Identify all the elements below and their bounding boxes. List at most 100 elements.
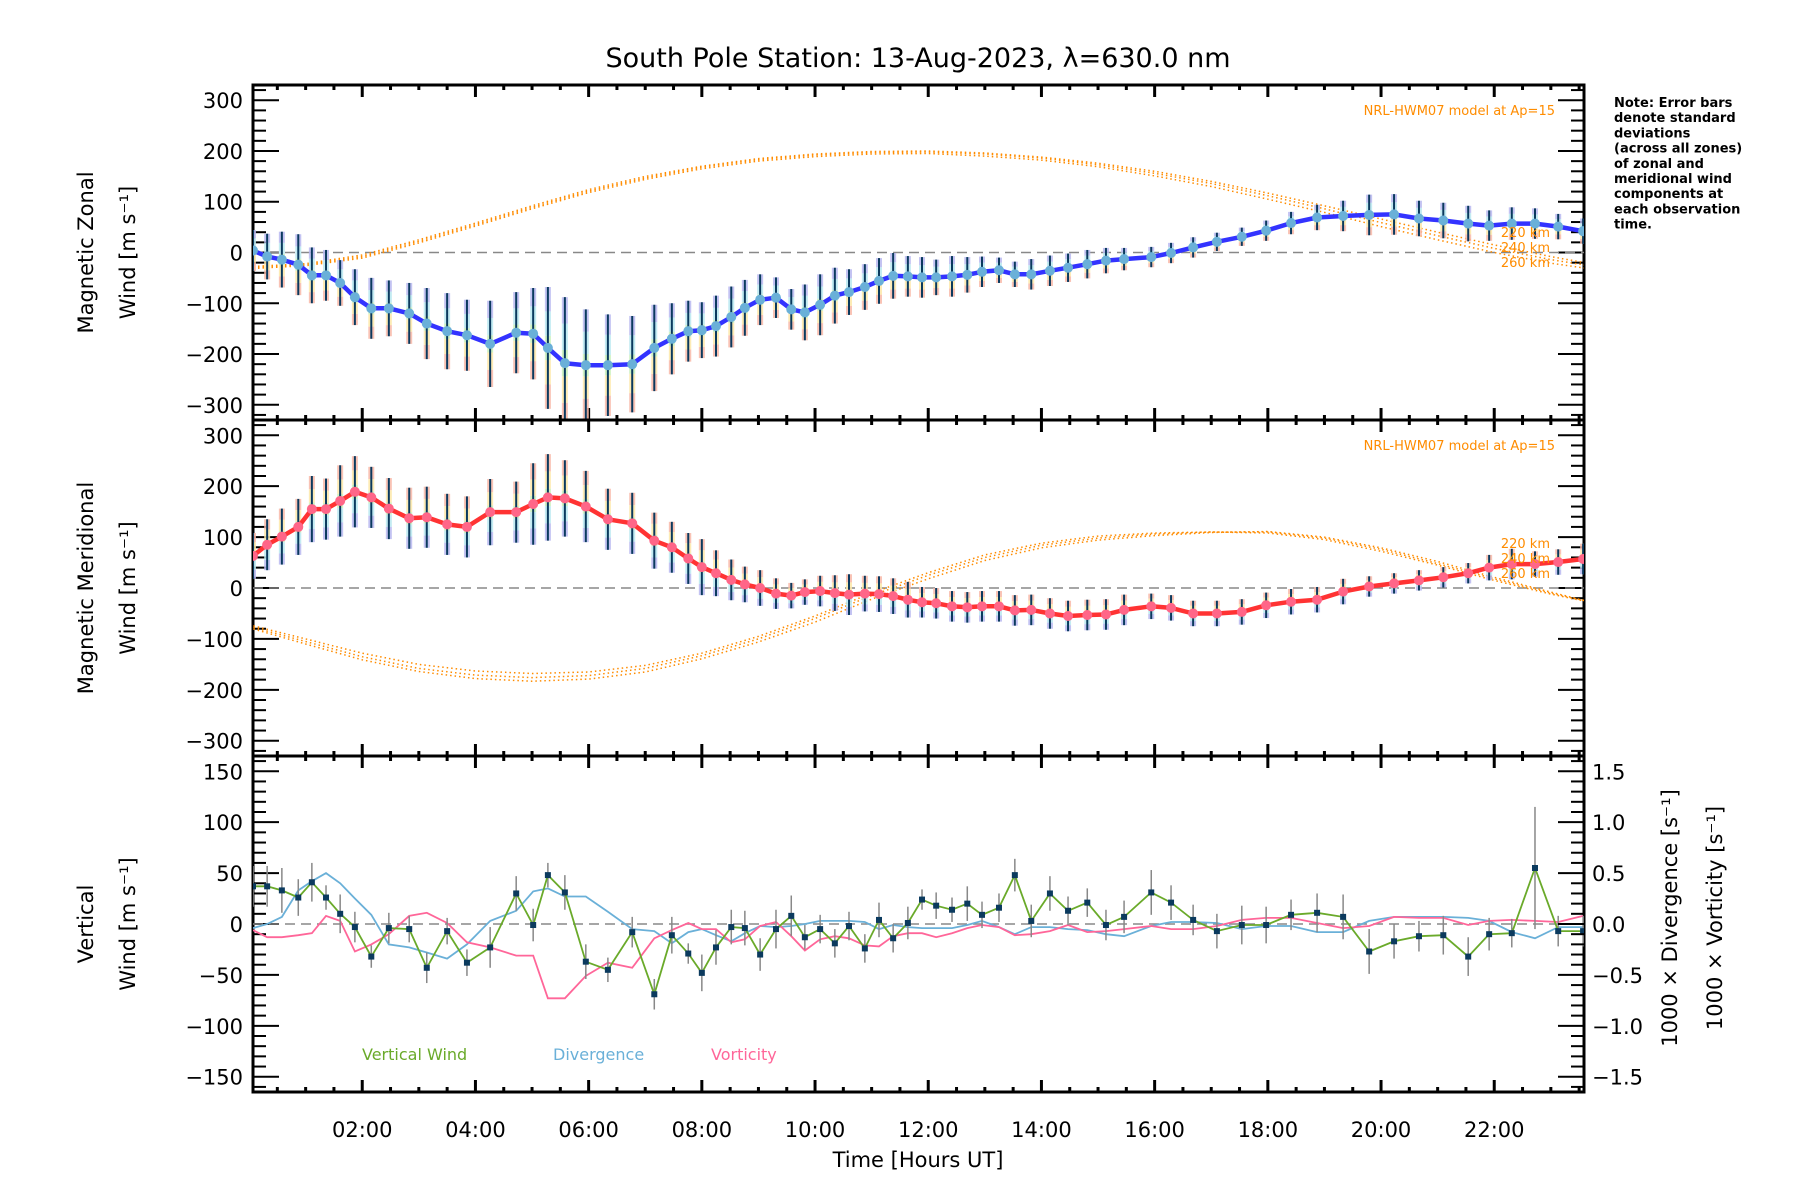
- zone-band: [1580, 238, 1584, 244]
- y-tick-label: 200: [203, 140, 243, 164]
- data-point: [404, 513, 415, 524]
- vertical-wind-point: [1148, 889, 1155, 896]
- x-tick-label: 12:00: [898, 1118, 959, 1142]
- data-point: [1211, 608, 1222, 619]
- data-point: [873, 589, 884, 600]
- data-point: [683, 553, 694, 564]
- vertical-wind-point: [1486, 931, 1493, 938]
- y2-tick-label: 0.5: [1592, 862, 1625, 886]
- data-point: [649, 535, 660, 546]
- data-point: [1261, 600, 1272, 611]
- vertical-wind-point: [295, 894, 302, 901]
- model-curve-260km: [253, 152, 1584, 270]
- vertical-wind-point: [845, 923, 852, 930]
- data-point: [1506, 559, 1517, 570]
- zone-band: [1580, 218, 1584, 224]
- zone-band: [253, 560, 256, 570]
- data-point: [366, 303, 377, 314]
- y-tick-label: 100: [203, 811, 243, 835]
- y2-tick-label: −1.0: [1592, 1015, 1643, 1039]
- vertical-wind-point: [904, 919, 911, 926]
- y-tick-label: 50: [216, 862, 243, 886]
- zone-band: [1580, 233, 1584, 239]
- data-point: [977, 601, 988, 612]
- vertical-wind-point: [772, 926, 779, 933]
- y-tick-label: 0: [230, 913, 243, 937]
- data-point: [1236, 231, 1247, 242]
- vertical-wind-point: [351, 924, 358, 931]
- data-point: [1100, 609, 1111, 620]
- data-point: [1553, 221, 1564, 232]
- series-line: [253, 489, 1584, 619]
- data-point: [559, 493, 570, 504]
- vertical-wind-point: [979, 911, 986, 918]
- note-line: components at: [1614, 187, 1723, 202]
- data-point: [1082, 609, 1093, 620]
- y-tick-label: 0: [230, 242, 243, 266]
- x-tick-label: 10:00: [785, 1118, 846, 1142]
- data-point: [366, 492, 377, 503]
- vertical-wind-point: [308, 879, 315, 886]
- model-altitude-label: 220 km: [1501, 226, 1550, 241]
- y-tick-label: 0: [230, 577, 243, 601]
- vertical-wind-point: [1238, 922, 1245, 929]
- data-point: [799, 307, 810, 318]
- data-point: [461, 521, 472, 532]
- vertical-wind-point: [385, 925, 392, 932]
- data-point: [739, 302, 750, 313]
- y-tick-label: −300: [185, 394, 243, 418]
- data-point: [485, 507, 496, 518]
- note-line: meridional wind: [1614, 172, 1732, 187]
- data-point: [511, 327, 522, 338]
- data-point: [262, 251, 273, 262]
- data-point: [383, 303, 394, 314]
- x-tick-label: 02:00: [332, 1118, 393, 1142]
- note-line: deviations: [1614, 126, 1691, 141]
- data-point: [1578, 226, 1584, 237]
- data-point: [1009, 605, 1020, 616]
- data-point: [1389, 209, 1400, 220]
- data-point: [1063, 262, 1074, 273]
- model-altitude-label: 260 km: [1501, 567, 1550, 582]
- data-point: [293, 259, 304, 270]
- zone-band: [253, 262, 256, 271]
- model-curve-220km: [253, 150, 1584, 268]
- vertical-wind-point: [1508, 930, 1515, 937]
- data-point: [1312, 594, 1323, 605]
- data-point: [421, 318, 432, 329]
- vertical-wind-line: [253, 865, 1584, 998]
- vertical-wind-point: [530, 922, 537, 929]
- y2-axis-title-divergence: 1000 × Divergence [s⁻¹]: [1658, 789, 1682, 1047]
- y-axis-title: Magnetic Zonal: [74, 171, 98, 333]
- x-tick-label: 06:00: [558, 1118, 619, 1142]
- x-axis-title: Time [Hours UT]: [832, 1148, 1004, 1172]
- data-point: [1413, 575, 1424, 586]
- x-tick-label: 04:00: [445, 1118, 506, 1142]
- data-point: [293, 521, 304, 532]
- data-point: [1506, 218, 1517, 229]
- data-point: [542, 492, 553, 503]
- data-point: [739, 579, 750, 590]
- vertical-wind-point: [1084, 899, 1091, 906]
- data-point: [888, 591, 899, 602]
- data-point: [1529, 218, 1540, 229]
- x-tick-label: 20:00: [1351, 1118, 1412, 1142]
- y-tick-label: −200: [185, 343, 243, 367]
- model-label: NRL-HWM07 model at Ap=15: [1364, 104, 1555, 119]
- legend-item-vorticity: Vorticity: [711, 1045, 777, 1064]
- data-point: [786, 304, 797, 315]
- data-point: [542, 342, 553, 353]
- data-point: [276, 531, 287, 542]
- data-point: [710, 568, 721, 579]
- vertical-wind-point: [651, 991, 658, 998]
- data-point: [815, 586, 826, 597]
- data-point: [1026, 269, 1037, 280]
- model-altitude-label: 240 km: [1501, 241, 1550, 256]
- y-tick-label: −200: [185, 679, 243, 703]
- vertical-wind-point: [1440, 932, 1447, 939]
- data-point: [262, 539, 273, 550]
- data-point: [306, 270, 317, 281]
- zone-band: [253, 230, 256, 239]
- note-line: (across all zones): [1614, 142, 1742, 157]
- data-point: [1463, 218, 1474, 229]
